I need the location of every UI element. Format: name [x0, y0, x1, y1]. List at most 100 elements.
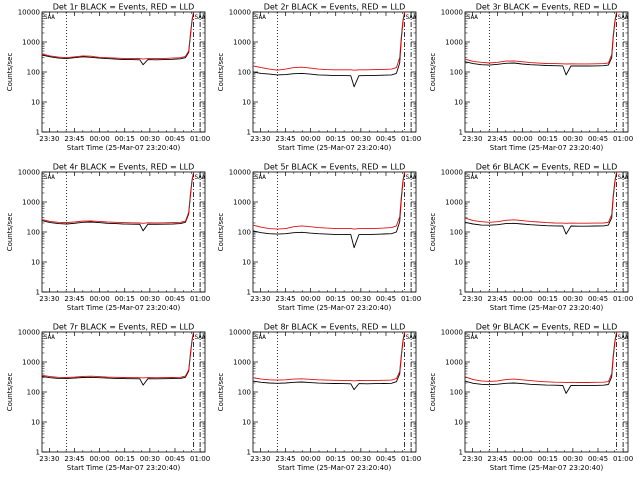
y-tick-label: 10000	[18, 329, 40, 337]
x-tick-label: 23:45	[64, 135, 84, 143]
chart-panel-7: Det 7r BLACK = Events, RED = LLD 1 10 100 10…	[6, 323, 210, 473]
x-tick-label: 01:00	[190, 295, 210, 303]
marker-label-left: SAA	[255, 174, 266, 181]
x-tick-label: 23:30	[39, 455, 59, 463]
x-tick-label: 23:45	[275, 295, 295, 303]
x-tick-label: 23:30	[39, 135, 59, 143]
y-tick-label: 1	[247, 449, 251, 457]
y-tick-label: 1000	[22, 39, 40, 47]
x-tick-label: 23:30	[39, 295, 59, 303]
y-tick-label: 100	[450, 389, 463, 397]
x-tick-label: 01:00	[401, 135, 421, 143]
chart-title: Det 5r BLACK = Events, RED = LLD	[264, 163, 406, 172]
y-tick-label: 1	[459, 289, 463, 297]
chart-title: Det 7r BLACK = Events, RED = LLD	[53, 323, 195, 332]
x-tick-label: 00:15	[326, 295, 346, 303]
x-tick-label: 00:45	[165, 295, 185, 303]
y-tick-label: 10	[454, 259, 463, 267]
x-tick-label: 23:45	[487, 135, 507, 143]
y-tick-label: 100	[238, 69, 251, 77]
marker-label-left: SAA	[44, 334, 55, 341]
marker-label-right: SAA	[406, 174, 417, 181]
chart-title: Det 3r BLACK = Events, RED = LLD	[476, 3, 618, 12]
y-tick-label: 10	[242, 419, 251, 427]
x-tick-label: 00:30	[351, 135, 371, 143]
x-tick-label: 00:30	[563, 455, 583, 463]
series-line-events	[464, 333, 618, 394]
x-tick-label: 00:30	[351, 295, 371, 303]
y-tick-label: 1000	[233, 359, 251, 367]
marker-label-left: SAA	[467, 334, 478, 341]
x-tick-label: 00:00	[300, 295, 320, 303]
x-tick-label: 00:00	[89, 295, 109, 303]
x-tick-label: 23:45	[64, 295, 84, 303]
x-axis-label: Start Time (25-Mar-07 23:20:40)	[490, 304, 604, 312]
x-tick-label: 23:45	[275, 135, 295, 143]
chart-title: Det 2r BLACK = Events, RED = LLD	[264, 3, 406, 12]
x-tick-label: 00:30	[563, 135, 583, 143]
chart-title: Det 6r BLACK = Events, RED = LLD	[476, 163, 618, 172]
x-tick-label: 23:30	[462, 135, 482, 143]
y-tick-label: 100	[238, 229, 251, 237]
x-tick-label: 01:00	[613, 135, 633, 143]
x-tick-label: 00:30	[351, 455, 371, 463]
x-tick-label: 23:30	[250, 135, 270, 143]
y-tick-label: 10000	[229, 169, 251, 177]
x-tick-label: 01:00	[190, 455, 210, 463]
y-axis-label: Counts/sec	[217, 213, 225, 252]
x-tick-label: 00:45	[376, 455, 396, 463]
x-axis-label: Start Time (25-Mar-07 23:20:40)	[490, 144, 604, 152]
y-tick-label: 10000	[441, 329, 463, 337]
x-tick-label: 00:15	[115, 455, 135, 463]
y-tick-label: 100	[450, 69, 463, 77]
series-line-lld	[41, 331, 195, 379]
series-line-events	[252, 173, 406, 249]
x-tick-label: 01:00	[401, 455, 421, 463]
x-tick-label: 00:30	[563, 295, 583, 303]
marker-label-right: SAA	[618, 174, 629, 181]
x-tick-label: 00:15	[115, 295, 135, 303]
y-tick-label: 100	[27, 389, 40, 397]
x-tick-label: 00:00	[512, 135, 532, 143]
marker-label-left: SAA	[467, 174, 478, 181]
marker-label-left: SAA	[44, 14, 55, 21]
y-axis-label: Counts/sec	[429, 213, 437, 252]
series-line-lld	[252, 11, 406, 71]
x-tick-label: 00:15	[538, 295, 558, 303]
marker-label-right: SAA	[406, 14, 417, 21]
y-tick-label: 100	[27, 229, 40, 237]
x-tick-label: 00:00	[300, 455, 320, 463]
y-tick-label: 1000	[445, 359, 463, 367]
y-tick-label: 1	[459, 449, 463, 457]
x-tick-label: 00:00	[89, 455, 109, 463]
y-tick-label: 10	[454, 99, 463, 107]
y-tick-label: 1000	[445, 39, 463, 47]
x-tick-label: 00:30	[140, 295, 160, 303]
x-tick-label: 00:30	[140, 455, 160, 463]
x-tick-label: 00:15	[326, 455, 346, 463]
x-tick-label: 01:00	[613, 455, 633, 463]
marker-label-left: SAA	[44, 174, 55, 181]
x-tick-label: 00:15	[538, 455, 558, 463]
x-tick-label: 00:45	[165, 455, 185, 463]
x-tick-label: 23:30	[462, 455, 482, 463]
series-line-lld	[252, 171, 406, 230]
x-axis-label: Start Time (25-Mar-07 23:20:40)	[67, 464, 181, 472]
x-tick-label: 01:00	[401, 295, 421, 303]
x-axis-label: Start Time (25-Mar-07 23:20:40)	[278, 464, 392, 472]
y-tick-label: 100	[450, 229, 463, 237]
y-tick-label: 10000	[18, 9, 40, 17]
y-tick-label: 100	[238, 389, 251, 397]
x-tick-label: 23:45	[487, 455, 507, 463]
y-tick-label: 1	[36, 129, 40, 137]
y-tick-label: 1000	[233, 199, 251, 207]
chart-panel-6: Det 6r BLACK = Events, RED = LLD 1 10 100 10…	[429, 163, 633, 313]
y-axis-label: Counts/sec	[217, 53, 225, 92]
y-tick-label: 1000	[445, 199, 463, 207]
x-tick-label: 00:45	[376, 135, 396, 143]
x-tick-label: 00:15	[115, 135, 135, 143]
marker-label-left: SAA	[467, 14, 478, 21]
chart-title: Det 4r BLACK = Events, RED = LLD	[53, 163, 195, 172]
x-tick-label: 00:00	[512, 455, 532, 463]
